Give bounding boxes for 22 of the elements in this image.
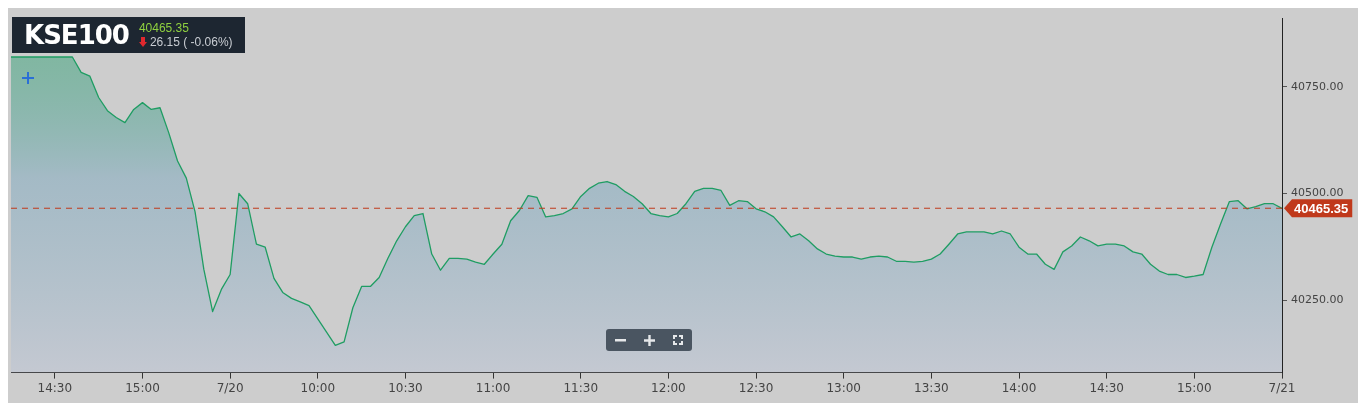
- y-tick-label: 40750.00: [1291, 79, 1344, 93]
- x-tick-label: 15:00: [125, 380, 160, 395]
- chart-subtitle: 40465.35: [138, 21, 190, 35]
- x-tick-label: 12:00: [651, 380, 686, 395]
- x-tick-label: 15:00: [1177, 380, 1212, 395]
- y-tick-label: 40500.00: [1291, 186, 1344, 200]
- x-tick-label: 10:00: [300, 380, 336, 395]
- y-tick-label: 40250.00: [1291, 292, 1344, 306]
- x-tick-label: 11:30: [563, 380, 599, 395]
- x-tick-label: 14:00: [1001, 380, 1037, 395]
- x-tick-label: 7/20: [216, 380, 244, 395]
- x-tick-label: 10:30: [388, 380, 423, 395]
- x-tick-label: 7/21: [1268, 380, 1296, 395]
- x-tick-label: 11:00: [475, 380, 511, 395]
- chart-title: KSE100: [24, 20, 129, 50]
- x-tick-label: 13:30: [914, 380, 949, 395]
- annotation: 26.15 ( -0.06%): [149, 35, 233, 49]
- x-tick-label: 14:30: [1089, 380, 1124, 395]
- x-tick-label: 13:00: [826, 380, 862, 395]
- ref-line-label: 40465.35: [1294, 200, 1349, 216]
- x-tick-label: 14:30: [37, 380, 73, 395]
- x-tick-label: 12:30: [738, 380, 774, 395]
